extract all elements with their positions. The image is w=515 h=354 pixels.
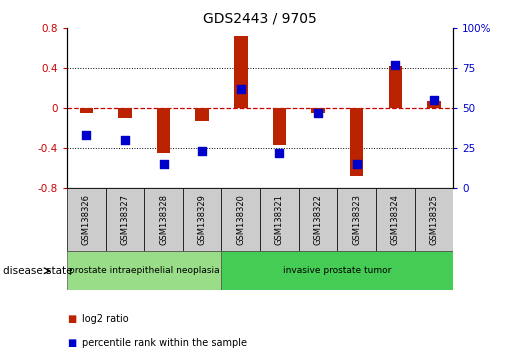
Text: GSM138329: GSM138329 (198, 194, 207, 245)
Text: GSM138321: GSM138321 (275, 194, 284, 245)
Text: disease state: disease state (3, 266, 72, 276)
Bar (221, 251, 453, 290)
Point (236, 86, 245, 92)
Bar (67, 188, 106, 251)
Text: GSM138326: GSM138326 (82, 194, 91, 245)
Text: GSM138328: GSM138328 (159, 194, 168, 245)
Point (121, 137, 129, 143)
Text: ■: ■ (67, 338, 76, 348)
Point (275, 150, 283, 155)
Bar (195, 108, 209, 121)
Text: prostate intraepithelial neoplasia: prostate intraepithelial neoplasia (69, 266, 219, 275)
Bar (350, 108, 364, 176)
Bar (388, 66, 402, 108)
Point (82, 132, 91, 138)
Point (430, 97, 438, 103)
Bar (272, 108, 286, 145)
Text: ■: ■ (67, 314, 76, 324)
Bar (118, 108, 132, 118)
Bar (337, 188, 376, 251)
Bar (427, 101, 441, 108)
Bar (221, 188, 260, 251)
Bar (299, 188, 337, 251)
Bar (79, 108, 93, 113)
Bar (67, 251, 221, 290)
Text: log2 ratio: log2 ratio (82, 314, 129, 324)
Point (198, 148, 206, 154)
Text: percentile rank within the sample: percentile rank within the sample (82, 338, 247, 348)
Bar (415, 188, 453, 251)
Bar (183, 188, 221, 251)
Text: invasive prostate tumor: invasive prostate tumor (283, 266, 391, 275)
Point (352, 161, 360, 167)
Point (159, 161, 167, 167)
Bar (260, 188, 299, 251)
Text: GSM138325: GSM138325 (430, 194, 438, 245)
Text: GSM138324: GSM138324 (391, 194, 400, 245)
Point (314, 110, 322, 116)
Title: GDS2443 / 9705: GDS2443 / 9705 (203, 12, 317, 26)
Text: GSM138327: GSM138327 (121, 194, 129, 245)
Text: GSM138323: GSM138323 (352, 194, 361, 245)
Point (391, 62, 400, 68)
Bar (106, 188, 144, 251)
Bar (234, 36, 248, 108)
Bar (157, 108, 170, 153)
Bar (144, 188, 183, 251)
Text: GSM138322: GSM138322 (314, 194, 322, 245)
Bar (311, 108, 325, 113)
Text: GSM138320: GSM138320 (236, 194, 245, 245)
Bar (376, 188, 415, 251)
